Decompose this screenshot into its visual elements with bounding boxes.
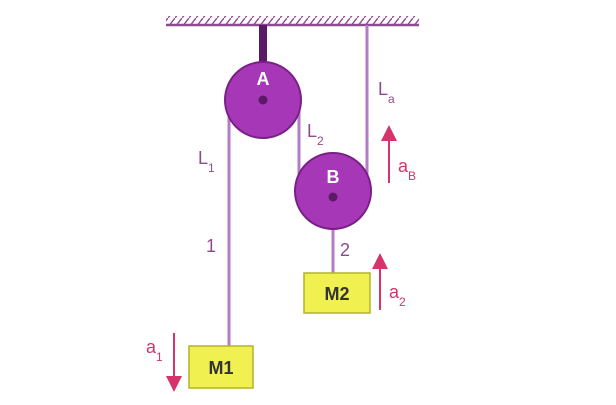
pulley-b: B	[294, 152, 372, 230]
label-la: La	[378, 79, 395, 106]
ceiling	[166, 16, 419, 27]
pulley-b-label: B	[327, 167, 340, 187]
label-l2: L2	[307, 121, 324, 148]
accel-a2-label: a2	[389, 282, 406, 309]
mass-m1-label: M1	[208, 358, 233, 378]
accel-aB-label: aB	[398, 156, 416, 183]
accel-a1-label: a1	[146, 337, 163, 364]
string-1-label: 1	[206, 236, 216, 256]
pulley-a-label: A	[257, 69, 270, 89]
string-2-label: 2	[340, 240, 350, 260]
mass-m1: M1	[188, 345, 254, 389]
label-l1: L1	[198, 148, 215, 175]
pulley-a-axle	[258, 95, 268, 105]
pulley-b-axle	[328, 192, 338, 202]
pulley-a-support	[259, 25, 267, 65]
mass-m2: M2	[303, 272, 371, 314]
pulley-a: A	[224, 61, 302, 139]
mass-m2-label: M2	[324, 284, 349, 304]
